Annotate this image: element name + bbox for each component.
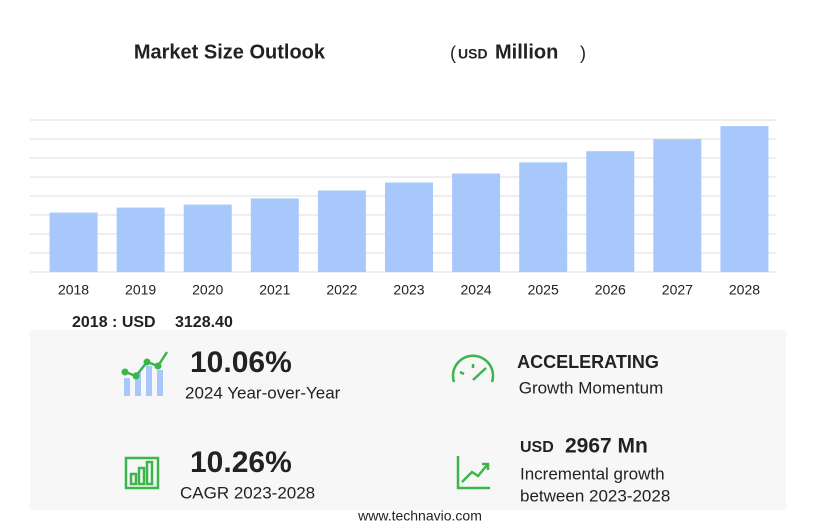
- increment-icon: [456, 456, 490, 490]
- x-tick-label: 2027: [662, 282, 693, 298]
- bar: [519, 162, 568, 272]
- bar: [720, 126, 769, 272]
- x-tick-label: 2026: [595, 282, 626, 298]
- increment-currency: USD: [520, 439, 554, 456]
- bar: [183, 204, 232, 272]
- paren: ): [580, 43, 586, 63]
- cagr-value: 10.26%: [190, 446, 292, 479]
- bar: [385, 182, 433, 272]
- title-unit: Million: [495, 41, 558, 63]
- increment-label: Incremental growth: [520, 464, 665, 483]
- yoy-label: 2024 Year-over-Year: [185, 383, 341, 402]
- x-tick-label: 2028: [729, 282, 760, 298]
- base-value: 3128.40: [175, 314, 233, 331]
- x-tick-label: 2023: [393, 282, 424, 298]
- bar: [452, 173, 501, 272]
- increment-label: between 2023-2028: [520, 486, 670, 505]
- yoy-icon: [121, 351, 169, 396]
- x-tick-label: 2020: [192, 282, 223, 298]
- bar: [49, 212, 98, 272]
- cagr-icon: [124, 456, 160, 490]
- momentum-value: ACCELERATING: [517, 352, 659, 372]
- x-tick-label: 2022: [326, 282, 357, 298]
- increment-value: 2967 Mn: [565, 435, 648, 458]
- bar: [317, 190, 366, 272]
- cagr-label: CAGR 2023-2028: [180, 483, 315, 502]
- bar: [586, 151, 635, 272]
- yoy-value: 10.06%: [190, 346, 292, 379]
- bar: [116, 207, 165, 272]
- x-tick-label: 2021: [259, 282, 290, 298]
- x-tick-label: 2024: [461, 282, 492, 298]
- x-tick-label: 2018: [58, 282, 89, 298]
- x-tick-label: 2025: [528, 282, 559, 298]
- stats-panel: [30, 330, 786, 510]
- momentum-label: Growth Momentum: [519, 378, 664, 397]
- paren: (: [450, 43, 456, 63]
- bar: [653, 139, 702, 272]
- chart-title: Market Size Outlook: [134, 41, 326, 63]
- title-currency: USD: [458, 46, 488, 62]
- base-label: 2018 : USD: [72, 314, 156, 331]
- momentum-icon: [451, 354, 495, 383]
- footer: www.technavio.com: [357, 508, 482, 524]
- x-tick-label: 2019: [125, 282, 156, 298]
- bar: [250, 198, 299, 272]
